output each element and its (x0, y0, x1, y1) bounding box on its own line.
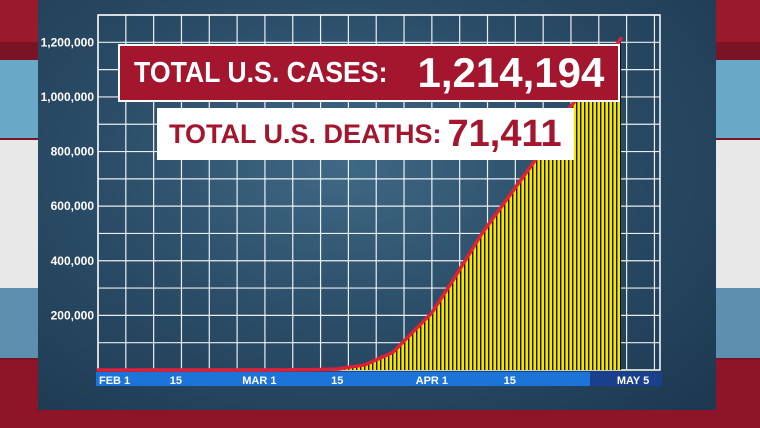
y-tick-label: 800,000 (51, 145, 95, 159)
y-axis-labels: 200,000 400,000 600,000 800,000 1,000,000 1,2… (41, 35, 95, 322)
total-deaths-banner: TOTAL U.S. DEATHS: 71,411 (157, 108, 574, 160)
data-point (363, 363, 367, 367)
x-tick-label: MAY 5 (617, 375, 649, 387)
data-point (335, 367, 339, 371)
y-tick-label: 400,000 (51, 254, 95, 268)
total-deaths-value: 71,411 (447, 113, 562, 155)
total-cases-value: 1,214,194 (417, 49, 605, 96)
x-tick-label: 15 (331, 375, 343, 387)
cases-area (98, 38, 622, 371)
x-tick-label: APR 1 (416, 375, 448, 387)
x-axis-bar-end (590, 372, 662, 386)
x-axis: FEB 1 15 MAR 1 15 APR 1 15 MAY 5 (96, 372, 662, 387)
data-point (508, 193, 512, 197)
data-point (452, 276, 456, 281)
data-point (307, 368, 311, 372)
x-tick-label: MAR 1 (242, 375, 276, 387)
y-tick-label: 200,000 (51, 308, 95, 322)
total-deaths-label: TOTAL U.S. DEATHS: (169, 118, 442, 149)
y-tick-label: 600,000 (51, 199, 95, 213)
data-point (96, 368, 100, 372)
data-point (174, 368, 178, 372)
x-tick-label: 15 (504, 375, 516, 387)
x-tick-label: 15 (170, 375, 182, 387)
data-point (430, 311, 434, 315)
total-cases-label: TOTAL U.S. CASES: (134, 56, 388, 89)
data-point (619, 36, 623, 41)
x-axis-bar (96, 372, 662, 386)
data-point (391, 350, 395, 354)
y-tick-label: 1,200,000 (41, 35, 95, 49)
data-point (480, 231, 484, 236)
total-cases-banner: TOTAL U.S. CASES: 1,214,194 (118, 44, 621, 102)
y-tick-label: 1,000,000 (41, 90, 95, 104)
data-point (257, 368, 261, 372)
x-tick-label: FEB 1 (99, 375, 130, 387)
